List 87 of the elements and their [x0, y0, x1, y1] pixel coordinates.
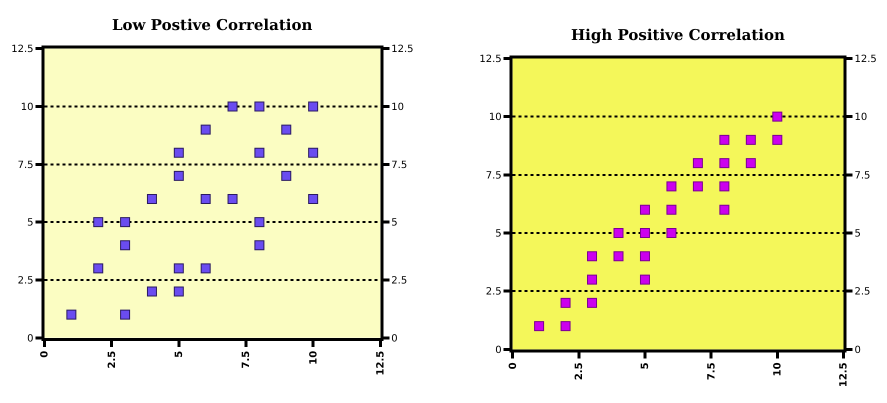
point: [692, 158, 703, 168]
point: [174, 148, 184, 158]
point: [719, 158, 730, 168]
point: [254, 240, 264, 250]
point: [692, 181, 703, 192]
y2-tick-label: 5: [854, 228, 861, 240]
point: [254, 148, 264, 158]
point: [120, 240, 130, 250]
point: [146, 194, 157, 204]
x-tick-label: 12.5: [376, 350, 387, 376]
point: [587, 274, 598, 285]
point: [281, 124, 292, 135]
point: [719, 134, 730, 145]
y-tick-label: 10: [488, 112, 502, 124]
y2-tick-label: 12.5: [854, 54, 877, 65]
point: [228, 101, 238, 112]
point: [666, 204, 676, 215]
point: [666, 228, 676, 238]
x-tick-label: 12.5: [838, 362, 850, 388]
y-tick-label: 2.5: [486, 286, 502, 298]
point: [120, 217, 130, 228]
point: [146, 286, 157, 297]
x-tick-label: 0: [40, 350, 51, 358]
point: [640, 274, 650, 285]
point: [93, 263, 104, 274]
y-tick-label: 12.5: [479, 54, 502, 65]
point: [534, 321, 544, 332]
x-tick-label: 7.5: [706, 362, 718, 380]
point: [772, 134, 782, 145]
point: [66, 310, 76, 320]
x-tick-label: 5: [640, 362, 652, 370]
y-tick-label: 5: [495, 228, 502, 240]
y2-tick-label: 10: [391, 102, 404, 113]
point: [308, 194, 318, 204]
point: [640, 204, 650, 215]
y2-tick-label: 10: [854, 112, 868, 124]
point: [587, 298, 598, 308]
point: [93, 217, 104, 228]
point: [200, 194, 211, 204]
point: [719, 204, 730, 215]
y2-tick-label: 2.5: [854, 286, 870, 298]
y-tick-label: 0: [27, 333, 34, 344]
point: [719, 181, 730, 192]
y2-tick-label: 12.5: [391, 44, 414, 56]
point: [613, 228, 624, 238]
y2-tick-label: 0: [391, 333, 398, 344]
point: [746, 158, 756, 168]
point: [560, 298, 571, 308]
point: [200, 124, 211, 135]
point: [120, 310, 130, 320]
x-tick-label: 5: [174, 350, 186, 358]
x-tick-label: 2.5: [106, 350, 118, 369]
y2-tick-label: 7.5: [391, 160, 408, 171]
x-tick-label: 10: [772, 362, 784, 376]
point: [666, 181, 676, 192]
y-tick-label: 10: [20, 102, 34, 113]
point: [587, 251, 598, 262]
point: [281, 170, 292, 181]
x-tick-label: 10: [308, 350, 320, 365]
y-tick-label: 7.5: [18, 160, 34, 171]
point: [640, 251, 650, 262]
y-tick-label: 7.5: [486, 170, 502, 182]
point: [254, 217, 264, 228]
y-tick-label: 2.5: [18, 275, 34, 286]
x-tick-label: 7.5: [241, 350, 252, 369]
point: [174, 170, 184, 181]
point: [560, 321, 571, 332]
y2-tick-label: 7.5: [854, 170, 870, 182]
point: [308, 148, 318, 158]
y2-tick-label: 5: [391, 218, 398, 229]
y-tick-label: 12.5: [11, 44, 34, 56]
y-tick-label: 5: [27, 218, 34, 229]
point: [613, 251, 624, 262]
point: [200, 263, 211, 274]
point: [254, 101, 264, 112]
x-tick-label: 0: [508, 362, 519, 370]
point: [174, 286, 184, 297]
point: [228, 194, 238, 204]
point: [772, 112, 782, 122]
x-tick-label: 2.5: [574, 362, 586, 380]
y2-tick-label: 2.5: [391, 275, 408, 286]
point: [308, 101, 318, 112]
chart-title: High Positive Correlation: [571, 26, 785, 44]
point: [746, 134, 756, 145]
chart-title: Low Postive Correlation: [112, 16, 312, 34]
point: [174, 263, 184, 274]
point: [640, 228, 650, 238]
